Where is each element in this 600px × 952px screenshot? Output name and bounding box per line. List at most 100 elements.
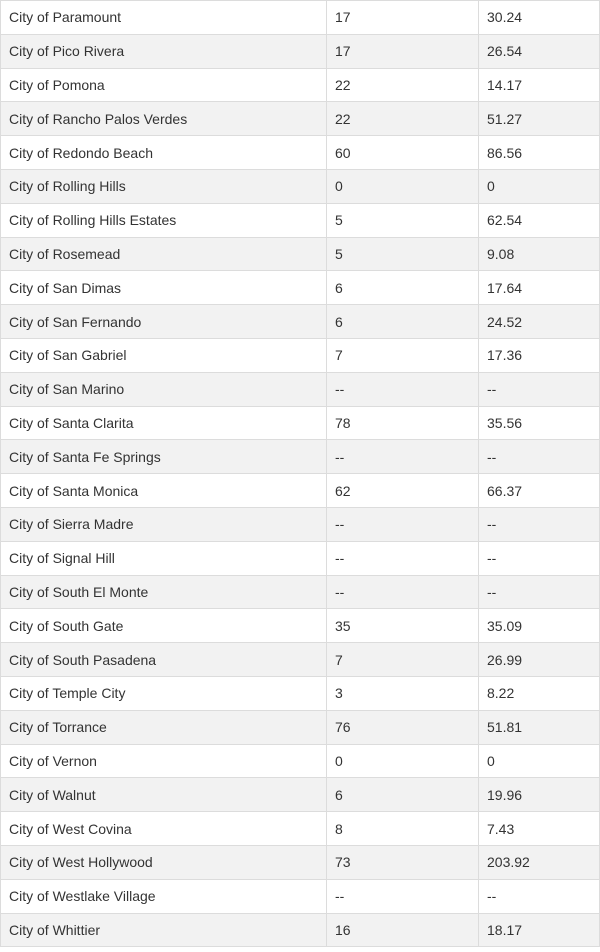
count-cell: 7 bbox=[326, 337, 479, 373]
count-cell: -- bbox=[326, 371, 479, 407]
rate-cell: 30.24 bbox=[478, 0, 600, 35]
table-row: City of Signal Hill -- -- bbox=[0, 540, 600, 576]
rate-cell: 62.54 bbox=[478, 202, 600, 238]
rate-cell: -- bbox=[478, 878, 600, 914]
table-row: City of Paramount 17 30.24 bbox=[0, 0, 600, 35]
rate-cell: -- bbox=[478, 574, 600, 610]
rate-cell: 9.08 bbox=[478, 236, 600, 272]
rate-cell: 7.43 bbox=[478, 811, 600, 846]
count-cell: 22 bbox=[326, 101, 479, 137]
table-row: City of Redondo Beach 60 86.56 bbox=[0, 135, 600, 170]
count-cell: -- bbox=[326, 506, 479, 542]
table-row: City of Santa Clarita 78 35.56 bbox=[0, 405, 600, 441]
table-row: City of Rolling Hills 0 0 bbox=[0, 168, 600, 204]
table-row: City of Whittier 16 18.17 bbox=[0, 912, 600, 948]
count-cell: 60 bbox=[326, 135, 479, 170]
count-cell: -- bbox=[326, 439, 479, 475]
table-row: City of Torrance 76 51.81 bbox=[0, 709, 600, 745]
rate-cell: 24.52 bbox=[478, 304, 600, 339]
city-cell: City of West Covina bbox=[0, 811, 327, 846]
rate-cell: 17.36 bbox=[478, 337, 600, 373]
count-cell: 5 bbox=[326, 202, 479, 238]
city-cell: City of South El Monte bbox=[0, 574, 327, 610]
city-cell: City of Pico Rivera bbox=[0, 33, 327, 69]
rate-cell: -- bbox=[478, 506, 600, 542]
count-cell: 16 bbox=[326, 912, 479, 948]
rate-cell: 0 bbox=[478, 743, 600, 779]
rate-cell: 66.37 bbox=[478, 473, 600, 508]
rate-cell: 8.22 bbox=[478, 675, 600, 711]
city-cell: City of Westlake Village bbox=[0, 878, 327, 914]
count-cell: -- bbox=[326, 574, 479, 610]
table-row: City of Temple City 3 8.22 bbox=[0, 675, 600, 711]
table-row: City of Vernon 0 0 bbox=[0, 743, 600, 779]
city-cell: City of Vernon bbox=[0, 743, 327, 779]
rate-cell: 26.54 bbox=[478, 33, 600, 69]
table-row: City of Rosemead 5 9.08 bbox=[0, 236, 600, 272]
rate-cell: 26.99 bbox=[478, 642, 600, 677]
city-cell: City of Santa Monica bbox=[0, 473, 327, 508]
rate-cell: 203.92 bbox=[478, 844, 600, 880]
rate-cell: 0 bbox=[478, 168, 600, 204]
count-cell: 6 bbox=[326, 270, 479, 306]
city-cell: City of Whittier bbox=[0, 912, 327, 948]
table-row: City of West Hollywood 73 203.92 bbox=[0, 844, 600, 880]
table-row: City of South El Monte -- -- bbox=[0, 574, 600, 610]
count-cell: 0 bbox=[326, 168, 479, 204]
count-cell: 7 bbox=[326, 642, 479, 677]
table-row: City of San Marino -- -- bbox=[0, 371, 600, 407]
rate-cell: 17.64 bbox=[478, 270, 600, 306]
rate-cell: 14.17 bbox=[478, 67, 600, 103]
count-cell: 8 bbox=[326, 811, 479, 846]
count-cell: 73 bbox=[326, 844, 479, 880]
table-row: City of Santa Monica 62 66.37 bbox=[0, 473, 600, 508]
city-cell: City of Sierra Madre bbox=[0, 506, 327, 542]
count-cell: 17 bbox=[326, 33, 479, 69]
city-cell: City of San Gabriel bbox=[0, 337, 327, 373]
city-cell: City of San Marino bbox=[0, 371, 327, 407]
table-row: City of Pomona 22 14.17 bbox=[0, 67, 600, 103]
table-row: City of Westlake Village -- -- bbox=[0, 878, 600, 914]
city-cell: City of Rosemead bbox=[0, 236, 327, 272]
city-cell: City of South Pasadena bbox=[0, 642, 327, 677]
table-row: City of San Gabriel 7 17.36 bbox=[0, 337, 600, 373]
count-cell: 3 bbox=[326, 675, 479, 711]
count-cell: 78 bbox=[326, 405, 479, 441]
count-cell: 22 bbox=[326, 67, 479, 103]
city-cell: City of Rolling Hills Estates bbox=[0, 202, 327, 238]
rate-cell: 18.17 bbox=[478, 912, 600, 948]
city-cell: City of Signal Hill bbox=[0, 540, 327, 576]
rate-cell: 86.56 bbox=[478, 135, 600, 170]
table-row: City of South Pasadena 7 26.99 bbox=[0, 642, 600, 677]
rate-cell: -- bbox=[478, 540, 600, 576]
city-cell: City of Santa Clarita bbox=[0, 405, 327, 441]
count-cell: 62 bbox=[326, 473, 479, 508]
count-cell: 35 bbox=[326, 608, 479, 644]
table-row: City of Rolling Hills Estates 5 62.54 bbox=[0, 202, 600, 238]
count-cell: -- bbox=[326, 540, 479, 576]
city-cell: City of South Gate bbox=[0, 608, 327, 644]
table-row: City of Sierra Madre -- -- bbox=[0, 506, 600, 542]
city-cell: City of Paramount bbox=[0, 0, 327, 35]
city-cell: City of Santa Fe Springs bbox=[0, 439, 327, 475]
count-cell: -- bbox=[326, 878, 479, 914]
rate-cell: -- bbox=[478, 439, 600, 475]
city-cell: City of West Hollywood bbox=[0, 844, 327, 880]
city-cell: City of Rancho Palos Verdes bbox=[0, 101, 327, 137]
count-cell: 0 bbox=[326, 743, 479, 779]
city-cell: City of Pomona bbox=[0, 67, 327, 103]
city-cell: City of Walnut bbox=[0, 777, 327, 813]
city-cell: City of Torrance bbox=[0, 709, 327, 745]
rate-cell: 51.81 bbox=[478, 709, 600, 745]
table-row: City of San Fernando 6 24.52 bbox=[0, 304, 600, 339]
city-cell: City of San Dimas bbox=[0, 270, 327, 306]
city-cell: City of Temple City bbox=[0, 675, 327, 711]
count-cell: 5 bbox=[326, 236, 479, 272]
count-cell: 76 bbox=[326, 709, 479, 745]
rate-cell: 51.27 bbox=[478, 101, 600, 137]
count-cell: 17 bbox=[326, 0, 479, 35]
city-cell: City of Redondo Beach bbox=[0, 135, 327, 170]
table-row: City of Rancho Palos Verdes 22 51.27 bbox=[0, 101, 600, 137]
